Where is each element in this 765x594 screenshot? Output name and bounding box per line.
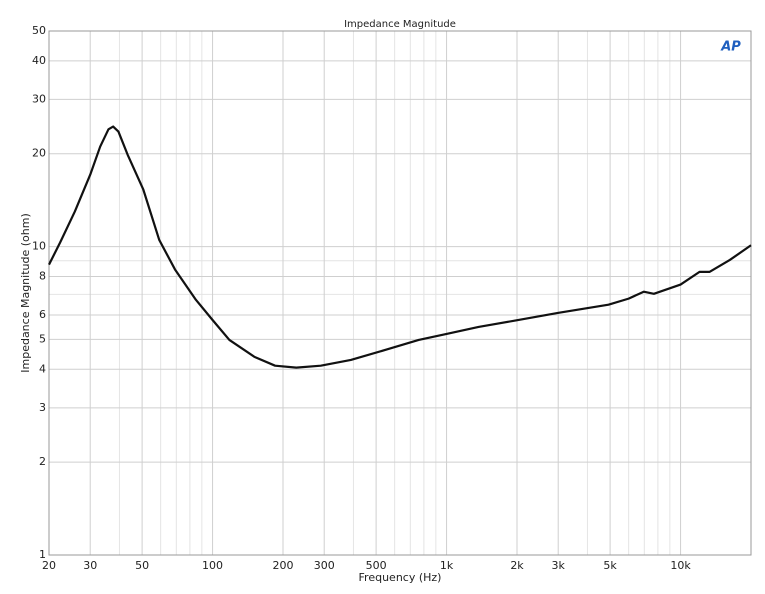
y-tick-label: 2 xyxy=(39,455,46,468)
data-line xyxy=(48,125,752,369)
x-tick-label: 300 xyxy=(314,559,335,572)
x-tick-label: 20 xyxy=(42,559,56,572)
y-tick-label: 1 xyxy=(39,548,46,561)
y-tick-label: 50 xyxy=(32,24,46,37)
x-tick-label: 1k xyxy=(440,559,454,572)
y-tick-label: 4 xyxy=(39,362,46,375)
y-tick-label: 30 xyxy=(32,92,46,105)
x-tick-label: 100 xyxy=(202,559,223,572)
x-tick-label: 500 xyxy=(366,559,387,572)
x-tick-label: 30 xyxy=(83,559,97,572)
x-tick-label: 5k xyxy=(603,559,617,572)
x-tick-label: 2k xyxy=(510,559,524,572)
chart-title: Impedance Magnitude xyxy=(344,19,456,30)
y-tick-label: 10 xyxy=(32,240,46,253)
y-tick-label: 20 xyxy=(32,147,46,160)
x-tick-label: 200 xyxy=(273,559,294,572)
x-axis-title: Frequency (Hz) xyxy=(359,571,442,584)
y-tick-label: 5 xyxy=(39,332,46,345)
logo: AP xyxy=(720,40,741,55)
y-tick-label: 8 xyxy=(39,269,46,282)
plot-frame xyxy=(48,30,752,556)
y-tick-label: 40 xyxy=(32,54,46,67)
x-tick-label: 3k xyxy=(552,559,566,572)
x-tick-label: 50 xyxy=(135,559,149,572)
y-tick-label: 3 xyxy=(39,401,46,414)
y-tick-label: 6 xyxy=(39,308,46,321)
x-tick-label: 10k xyxy=(670,559,691,572)
y-axis-title: Impedance Magnitude (ohm) xyxy=(19,213,32,373)
